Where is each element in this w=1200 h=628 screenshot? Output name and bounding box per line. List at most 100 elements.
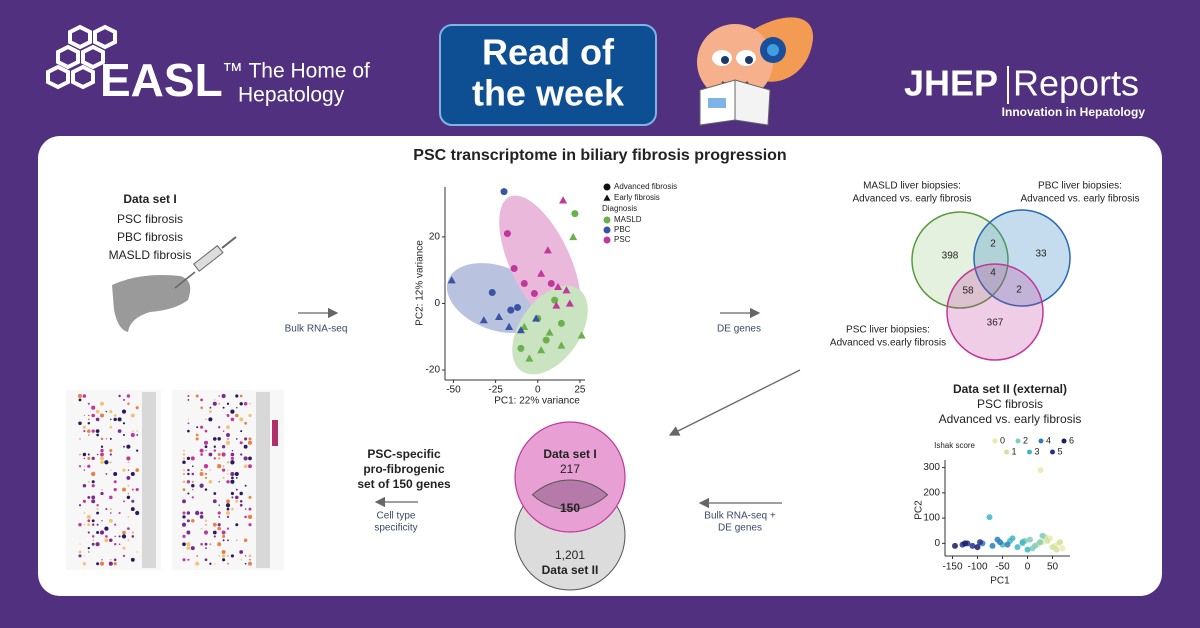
y-tick-label: 0	[434, 298, 440, 309]
thumbnail-dot	[182, 453, 186, 456]
ishak-point	[1037, 467, 1044, 474]
thumbnail-dot	[218, 504, 220, 506]
thumbnail-dot	[231, 449, 234, 452]
thumbnail-dot	[99, 530, 105, 535]
thumbnail-dot	[99, 401, 105, 406]
pca-point	[552, 301, 561, 309]
venn-count: 4	[990, 268, 996, 279]
badge-text: Read of	[482, 32, 615, 73]
legend-title: Ishak score	[934, 441, 975, 450]
thumbnail-dot	[235, 523, 239, 527]
thumbnail-dot	[100, 452, 104, 457]
venn-count: 33	[1035, 249, 1047, 260]
legend-label: 0	[1000, 435, 1005, 445]
thumbnail-dot	[110, 461, 112, 464]
thumbnail-dot	[113, 414, 117, 417]
thumbnail-dot	[239, 503, 243, 507]
thumbnail-dot	[236, 539, 238, 541]
thumbnail-dot	[235, 499, 239, 503]
arrow	[668, 369, 801, 436]
thumbnail-dot	[214, 563, 216, 565]
thumbnail-dot	[222, 465, 225, 467]
thumbnail-dot	[230, 417, 235, 422]
thumbnail-dot	[96, 523, 99, 526]
thumbnail-dot	[231, 496, 234, 499]
thumbnail-dot	[235, 394, 239, 398]
legend-label: 4	[1046, 435, 1051, 445]
thumbnail-dot	[235, 438, 238, 440]
thumbnail-dot	[130, 432, 135, 438]
thumbnail-dot	[221, 393, 226, 399]
pca-point	[520, 322, 529, 330]
thumbnail-dot	[131, 535, 135, 538]
x-axis-label: PC1: 22% variance	[494, 396, 580, 407]
legend-label: Advanced fibrosis	[614, 182, 677, 191]
thumbnail-dot	[218, 555, 221, 557]
ishak-point	[994, 536, 1001, 543]
thumbnail-dot	[200, 469, 203, 472]
thumbnail-dot	[244, 508, 247, 510]
thumbnail-dot	[100, 491, 104, 496]
thumbnail-dot	[79, 453, 81, 456]
y-axis-label: PC2: 12% variance	[415, 240, 426, 326]
thumbnail-dot	[222, 476, 225, 479]
thumbnail-dot	[126, 394, 131, 398]
ishak-point	[1019, 539, 1026, 546]
thumbnail-dot	[205, 523, 207, 526]
ishak-point	[952, 542, 958, 549]
thumbnail-dot	[230, 479, 235, 484]
legend-swatch	[1038, 438, 1044, 444]
pca-point	[545, 328, 554, 336]
thumbnail-dot	[182, 558, 186, 562]
thumbnail-dot	[209, 562, 212, 565]
ishak-point	[1057, 539, 1063, 546]
thumbnail-dot	[203, 530, 209, 535]
thumbnail-dot	[95, 542, 100, 547]
thumbnail-dot	[199, 483, 204, 488]
ishak-point	[1027, 536, 1033, 543]
pca-point	[565, 299, 574, 307]
y-axis-label: PC2	[914, 500, 925, 520]
thumbnail-dot	[239, 394, 243, 398]
x-tick-label: -50	[446, 385, 461, 396]
thumbnail-dot	[187, 492, 190, 495]
thumbnail-dot	[87, 453, 90, 456]
thumbnail-dot	[101, 520, 103, 522]
thumbnail-dot	[226, 527, 230, 530]
thumbnail-dot	[190, 456, 195, 461]
pca-point	[577, 331, 586, 339]
thumbnail-dot	[87, 480, 90, 483]
thumbnail-dot	[213, 449, 217, 452]
thumbnail-dot	[244, 515, 247, 519]
thumbnail-dot	[117, 417, 122, 422]
thumbnail-dot	[186, 456, 191, 461]
thumbnail-dot	[83, 465, 86, 467]
thumbnail-dot	[118, 543, 121, 546]
thumbnail-dot	[248, 561, 252, 566]
thumbnail-dot	[121, 409, 127, 414]
legend-label: 2	[1023, 435, 1028, 445]
thumbnail-dot	[114, 523, 117, 526]
thumbnail-dot	[100, 437, 104, 441]
thumbnail-dot	[230, 409, 235, 414]
venn-count: 398	[942, 251, 959, 262]
thumbnail-bar	[256, 392, 270, 568]
legend-swatch	[603, 194, 611, 201]
thumbnail-dot	[96, 453, 99, 456]
journal-name: Reports	[1013, 63, 1139, 104]
thumbnail-dot	[236, 407, 238, 409]
thumbnail-dot	[235, 413, 239, 418]
legend-label: 3	[1035, 446, 1040, 456]
thumbnail-dot	[204, 476, 208, 479]
thumbnail-dot	[181, 522, 187, 527]
thumbnail-dot	[104, 526, 109, 531]
legend-swatch	[1015, 438, 1021, 444]
thumbnail-dot	[187, 558, 190, 561]
pca-point	[571, 210, 579, 218]
liver-icon	[112, 275, 191, 332]
pca-point	[514, 303, 522, 311]
thumbnail-dot	[221, 554, 226, 558]
thumbnail-dot	[113, 480, 117, 484]
thumbnail-dot	[204, 488, 208, 491]
